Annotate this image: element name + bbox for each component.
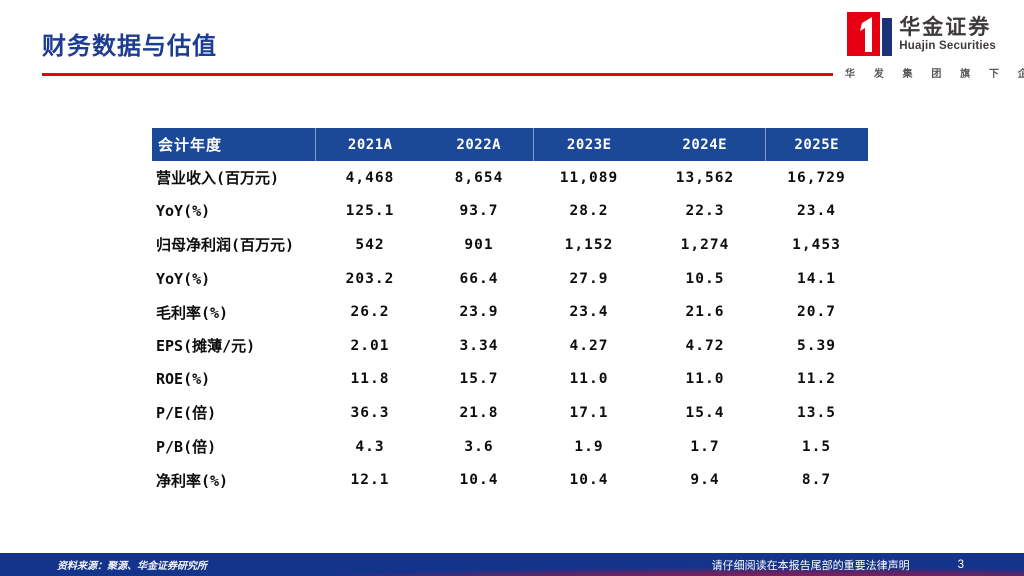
row-label: 归母净利润(百万元) <box>156 236 295 255</box>
page-title: 财务数据与估值 <box>42 33 217 60</box>
cell: 203.2 <box>345 270 395 287</box>
cell: 4.3 <box>355 438 385 455</box>
legal-disclaimer: 请仔细阅读在本报告尾部的重要法律声明 <box>711 559 910 572</box>
cell: 16,729 <box>787 169 846 186</box>
title-underline <box>42 73 833 76</box>
cell: 2.01 <box>350 337 390 354</box>
table-row-pe: P/E(倍) 36.3 21.8 17.1 15.4 13.5 <box>152 396 868 430</box>
table-row-gross-margin: 毛利率(%) 26.2 23.9 23.4 21.6 20.7 <box>152 295 868 329</box>
cell: 66.4 <box>459 270 499 287</box>
cell: 15.7 <box>459 371 499 388</box>
cell: 23.4 <box>569 304 609 321</box>
company-logo: 华金证券 Huajin Securities <box>847 12 996 58</box>
table-row-net-margin: 净利率(%) 12.1 10.4 10.4 9.4 8.7 <box>152 463 868 497</box>
cell: 1,152 <box>564 236 614 253</box>
cell: 17.1 <box>569 404 609 421</box>
table-header-2021a: 2021A <box>315 128 425 161</box>
cell: 5.39 <box>797 337 836 354</box>
cell: 23.4 <box>797 203 836 220</box>
table-header-2025e: 2025E <box>765 128 868 161</box>
cell: 12.1 <box>350 472 390 489</box>
cell: 36.3 <box>350 404 390 421</box>
cell: 26.2 <box>350 304 390 321</box>
cell: 9.4 <box>690 472 720 489</box>
cell: 28.2 <box>569 203 609 220</box>
cell: 1.9 <box>574 438 604 455</box>
cell: 93.7 <box>459 203 499 220</box>
row-label: P/B(倍) <box>156 438 217 457</box>
table-header-2022a: 2022A <box>425 128 534 161</box>
cell: 14.1 <box>797 270 836 287</box>
cell: 22.3 <box>685 203 725 220</box>
cell: 4,468 <box>345 169 395 186</box>
cell: 10.4 <box>569 472 609 489</box>
row-label: P/E(倍) <box>156 404 217 423</box>
cell: 23.9 <box>459 304 499 321</box>
cell: 1,274 <box>680 236 730 253</box>
cell: 10.5 <box>685 270 725 287</box>
cell: 10.4 <box>459 472 499 489</box>
brand-name-cn: 华金证券 <box>899 16 992 39</box>
cell: 11.0 <box>569 371 609 388</box>
brand-tagline: 华 发 集 团 旗 下 企 业 <box>845 69 1024 80</box>
footer-bar: 资料来源：聚源、华金证券研究所 请仔细阅读在本报告尾部的重要法律声明 3 <box>0 553 1024 576</box>
table-row-revenue: 营业收入(百万元) 4,468 8,654 11,089 13,562 16,7… <box>152 161 868 195</box>
table-row-revenue-yoy: YoY(%) 125.1 93.7 28.2 22.3 23.4 <box>152 195 868 229</box>
huajin-logo-icon <box>847 12 893 58</box>
brand-name-en: Huajin Securities <box>899 40 996 53</box>
cell: 1,453 <box>792 236 841 253</box>
cell: 8,654 <box>454 169 504 186</box>
table-row-pb: P/B(倍) 4.3 3.6 1.9 1.7 1.5 <box>152 430 868 464</box>
row-label: 毛利率(%) <box>156 303 229 322</box>
cell: 20.7 <box>797 304 836 321</box>
row-label: ROE(%) <box>156 370 211 389</box>
source-note: 资料来源：聚源、华金证券研究所 <box>57 561 207 572</box>
cell: 13.5 <box>797 404 836 421</box>
row-label: EPS(摊薄/元) <box>156 337 256 356</box>
row-label: 净利率(%) <box>156 471 229 490</box>
cell: 3.6 <box>464 438 494 455</box>
cell: 542 <box>355 236 385 253</box>
cell: 27.9 <box>569 270 609 287</box>
cell: 1.7 <box>690 438 720 455</box>
cell: 13,562 <box>675 169 735 186</box>
row-label: YoY(%) <box>156 269 211 288</box>
cell: 21.8 <box>459 404 499 421</box>
cell: 11.2 <box>797 371 836 388</box>
table-header-2024e: 2024E <box>645 128 766 161</box>
table-header-row: 会计年度 2021A 2022A 2023E 2024E 2025E <box>152 128 868 161</box>
cell: 11.8 <box>350 371 390 388</box>
cell: 4.27 <box>569 337 609 354</box>
cell: 1.5 <box>801 438 832 455</box>
cell: 15.4 <box>685 404 725 421</box>
table-header-2023e: 2023E <box>533 128 645 161</box>
table-row-net-profit-yoy: YoY(%) 203.2 66.4 27.9 10.5 14.1 <box>152 262 868 296</box>
table-row-roe: ROE(%) 11.8 15.7 11.0 11.0 11.2 <box>152 363 868 397</box>
cell: 11,089 <box>559 169 619 186</box>
cell: 11.0 <box>685 371 725 388</box>
cell: 901 <box>464 236 494 253</box>
table-header-fiscal-year: 会计年度 <box>152 128 316 161</box>
cell: 8.7 <box>801 472 832 489</box>
page-number: 3 <box>957 558 964 571</box>
table-row-net-profit: 归母净利润(百万元) 542 901 1,152 1,274 1,453 <box>152 228 868 262</box>
cell: 125.1 <box>345 203 395 220</box>
cell: 4.72 <box>685 337 725 354</box>
logo-text: 华金证券 Huajin Securities <box>899 16 996 52</box>
cell: 21.6 <box>685 304 725 321</box>
row-label: 营业收入(百万元) <box>156 169 280 188</box>
row-label: YoY(%) <box>156 202 211 221</box>
cell: 3.34 <box>459 337 499 354</box>
table-row-eps: EPS(摊薄/元) 2.01 3.34 4.27 4.72 5.39 <box>152 329 868 363</box>
financial-table: 会计年度 2021A 2022A 2023E 2024E 2025E 营业收入(… <box>152 128 868 497</box>
